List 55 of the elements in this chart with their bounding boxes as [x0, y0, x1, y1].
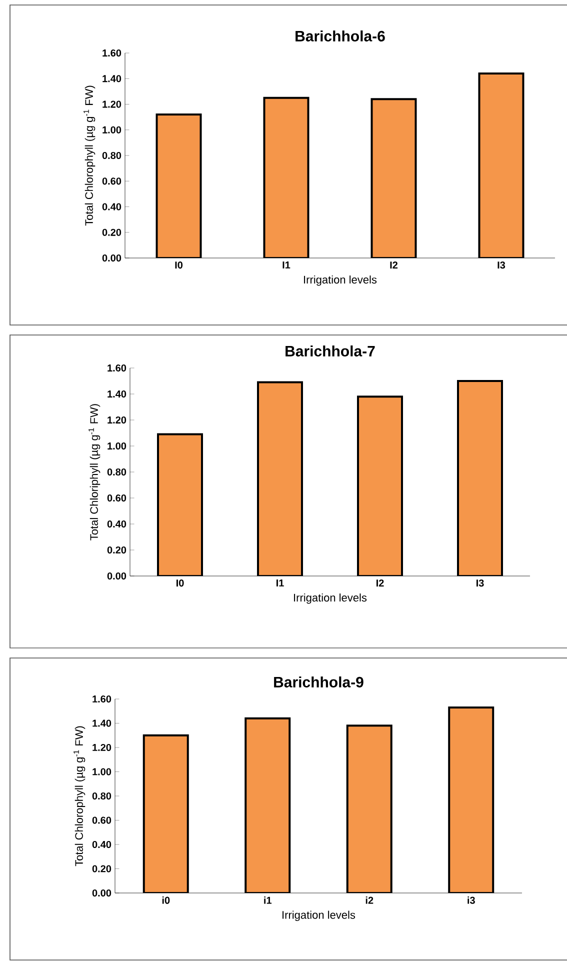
y-tick-label: 0.40 [102, 203, 122, 210]
y-tick-label: 1.20 [102, 100, 122, 108]
x-tick-label: I3 [498, 262, 506, 269]
x-tick-label: I0 [176, 580, 184, 587]
y-tick-label: 1.60 [108, 364, 126, 372]
bar [142, 734, 189, 893]
chart-title: Barichhola-9 [274, 676, 364, 688]
x-tick-label: I1 [282, 262, 290, 268]
chart-title: Barichhola-6 [296, 30, 385, 42]
y-axis-title: Total Chlorophyll (µg g$^{-1}$ FW) [74, 726, 86, 866]
x-axis-title: Irrigation levels [294, 593, 367, 604]
bar [346, 724, 392, 893]
y-tick-label: 0.40 [92, 840, 112, 848]
y-tick-label: 1.20 [108, 416, 126, 424]
y-tick-label: 1.40 [92, 720, 112, 727]
x-tick-label: i3 [468, 896, 475, 904]
y-tick-label: 1.40 [108, 390, 126, 398]
y-tick-label: 0.60 [107, 494, 126, 502]
y-tick-label: 1.60 [102, 49, 122, 57]
y-tick-label: 1.00 [102, 126, 122, 134]
y-tick-label: 1.40 [102, 75, 122, 82]
y-tick-label: 0.60 [102, 178, 122, 185]
x-tick-label: I0 [175, 262, 183, 269]
y-tick-label: 0.20 [107, 546, 126, 554]
y-tick-label: 0.80 [102, 152, 122, 160]
y-tick-label: 0.60 [92, 816, 112, 824]
y-tick-label: 0.00 [92, 889, 112, 897]
x-tick-label: I2 [390, 262, 398, 269]
y-axis-title: Total Chloriphyll (µg g$^{-1}$ FW) [88, 404, 100, 540]
y-tick-label: 0.20 [102, 228, 122, 236]
y-tick-label: 0.40 [107, 520, 126, 528]
y-tick-label: 1.20 [92, 744, 112, 752]
x-tick-label: I1 [276, 580, 284, 586]
y-axis-title: Total Chlorophyll (µg g$^{-1}$ FW) [84, 86, 96, 226]
y-tick-label: 1.00 [92, 768, 112, 776]
x-tick-label: I3 [476, 580, 484, 587]
y-tick-label: 1.60 [92, 695, 112, 703]
x-axis-title: Irrigation levels [282, 910, 356, 921]
y-tick-label: 1.00 [108, 442, 126, 450]
y-tick-label: 0.20 [92, 865, 112, 872]
x-tick-label: I2 [376, 580, 384, 587]
x-tick-label: i0 [162, 896, 170, 904]
chart-title: Barichhola-7 [286, 345, 375, 356]
x-tick-label: i1 [264, 896, 272, 904]
y-tick-label: 0.00 [107, 572, 126, 580]
bar [244, 717, 291, 893]
y-tick-label: 0.00 [102, 254, 122, 262]
bar [263, 96, 310, 258]
bar [156, 114, 202, 258]
y-tick-label: 0.80 [92, 792, 112, 800]
x-axis-title: Irrigation levels [304, 275, 377, 286]
y-tick-label: 0.80 [107, 468, 126, 476]
bar [370, 98, 417, 258]
x-tick-label: i2 [366, 896, 374, 904]
bar [478, 72, 524, 258]
